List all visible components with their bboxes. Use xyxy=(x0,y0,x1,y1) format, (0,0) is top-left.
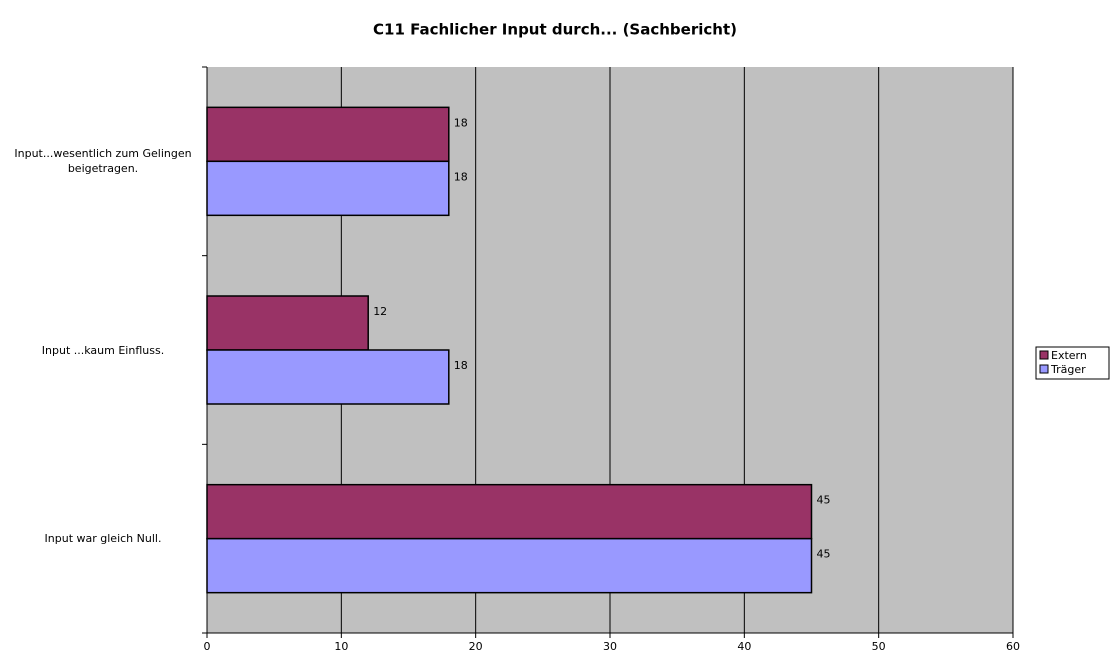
bar xyxy=(206,483,813,540)
y-tick-label: Input ...kaum Einfluss. xyxy=(41,343,165,357)
x-tick-label: 50 xyxy=(872,640,886,653)
legend-swatch xyxy=(1039,350,1049,360)
y-tick-label: Input war gleich Null. xyxy=(44,532,162,546)
data-label: 18 xyxy=(454,359,468,372)
bar xyxy=(206,160,450,217)
x-tick-label: 10 xyxy=(334,640,348,653)
x-tick-label: 60 xyxy=(1006,640,1020,653)
x-tick-label: 30 xyxy=(603,640,617,653)
x-tick-label: 20 xyxy=(469,640,483,653)
bar xyxy=(206,537,813,594)
x-tick-label: 0 xyxy=(204,640,211,653)
bar xyxy=(206,106,450,163)
bar xyxy=(206,349,450,405)
legend-label: Träger xyxy=(1050,363,1086,376)
legend-label: Extern xyxy=(1051,349,1087,362)
data-label: 45 xyxy=(817,494,831,507)
y-tick-label: Input...wesentlich zum Gelingen beigetra… xyxy=(14,147,192,176)
data-label: 45 xyxy=(817,548,831,561)
bar xyxy=(206,295,369,351)
data-label: 18 xyxy=(454,116,468,129)
x-tick-label: 40 xyxy=(737,640,751,653)
chart-title: C11 Fachlicher Input durch... (Sachberic… xyxy=(373,21,737,39)
data-label: 12 xyxy=(373,305,387,318)
data-label: 18 xyxy=(454,170,468,183)
legend-swatch xyxy=(1039,364,1049,374)
